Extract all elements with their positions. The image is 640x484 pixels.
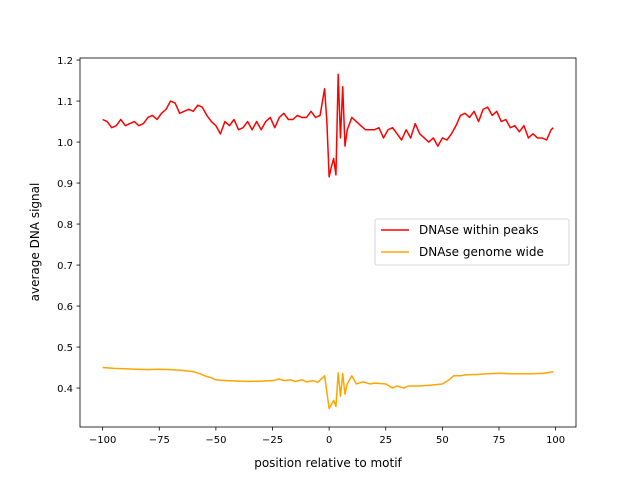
x-tick-label: 25 bbox=[379, 435, 392, 446]
plot-area bbox=[102, 73, 554, 410]
y-tick-label: 0.6 bbox=[57, 302, 73, 313]
x-tick-label: 100 bbox=[546, 435, 565, 446]
y-axis-label: average DNA signal bbox=[28, 183, 42, 302]
y-tick-label: 0.7 bbox=[57, 261, 73, 272]
x-tick-label: 75 bbox=[493, 435, 506, 446]
x-tick-label: −25 bbox=[262, 435, 283, 446]
x-tick-label: −50 bbox=[205, 435, 226, 446]
y-tick-label: 0.5 bbox=[57, 343, 73, 354]
x-tick-label: 0 bbox=[326, 435, 332, 446]
x-tick-label: −100 bbox=[89, 435, 116, 446]
y-axis: 0.4 0.5 0.6 0.7 0.8 0.9 1.0 1.1 1.2 bbox=[57, 56, 80, 395]
legend-label-peaks: DNAse within peaks bbox=[419, 223, 539, 237]
legend: DNAse within peaks DNAse genome wide bbox=[374, 218, 570, 266]
y-tick-label: 0.9 bbox=[57, 179, 73, 190]
x-axis-label: position relative to motif bbox=[254, 456, 402, 470]
legend-label-genome: DNAse genome wide bbox=[419, 245, 544, 259]
x-tick-label: −75 bbox=[149, 435, 170, 446]
y-tick-label: 1.0 bbox=[57, 138, 73, 149]
x-tick-label: 50 bbox=[436, 435, 449, 446]
series-line-0 bbox=[102, 73, 554, 178]
y-tick-label: 1.1 bbox=[57, 97, 73, 108]
x-axis: −100 −75 −50 −25 0 25 50 75 100 bbox=[89, 427, 565, 446]
series-line-1 bbox=[102, 366, 554, 410]
y-tick-label: 0.8 bbox=[57, 220, 73, 231]
legend-box bbox=[374, 218, 570, 266]
y-tick-label: 0.4 bbox=[57, 384, 73, 395]
y-tick-label: 1.2 bbox=[57, 56, 73, 67]
axes-frame bbox=[79, 57, 577, 428]
